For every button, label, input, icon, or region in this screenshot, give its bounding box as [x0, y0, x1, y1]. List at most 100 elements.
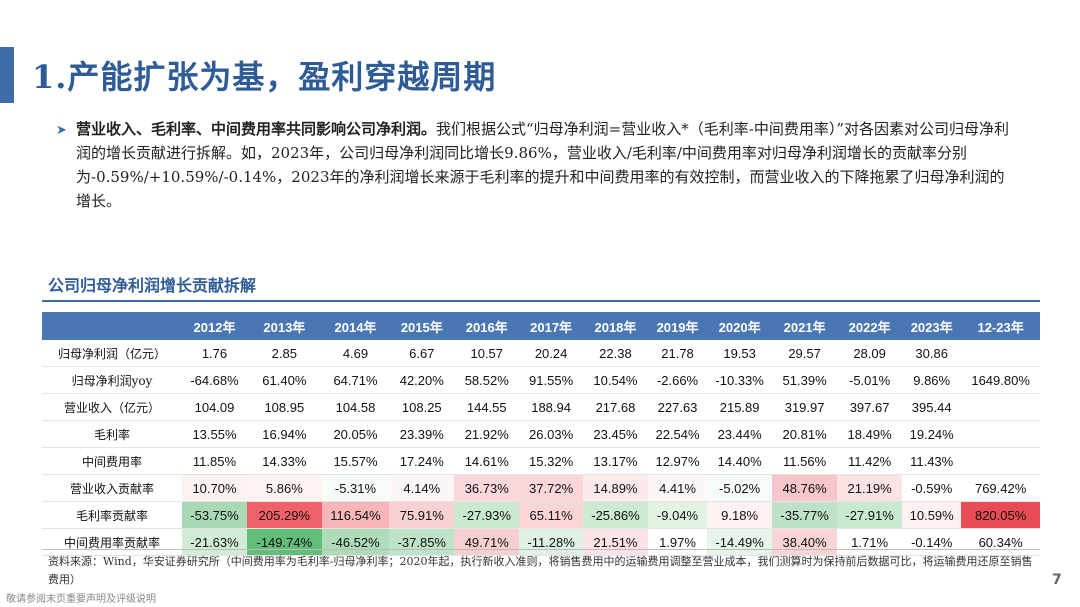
table-cell: -37.85% [389, 528, 455, 556]
table-cell: 21.51% [582, 528, 648, 556]
table-cell: 6.67 [409, 345, 435, 361]
table-cell: 11.56% [783, 453, 827, 469]
table-cell: 15.57% [333, 453, 378, 469]
footer-divider [42, 549, 1040, 550]
table-cell: 29.57 [788, 345, 821, 361]
column-header: 2022年 [837, 312, 903, 340]
table-cell: 1.97% [647, 528, 708, 556]
table-cell: 12.97% [655, 453, 700, 469]
table-cell: 91.55% [529, 372, 574, 388]
row-label: 中间费用率 [81, 454, 142, 469]
table-cell: 5.86% [246, 474, 322, 502]
table-cell: 395.44 [911, 399, 952, 415]
table-cell: -11.28% [519, 528, 583, 556]
table-title: 公司归母净利润增长贡献拆解 [48, 276, 257, 295]
table-cell: 23.45% [593, 426, 638, 442]
table-cell: 13.55% [192, 426, 237, 442]
table-cell: -5.02% [707, 474, 773, 502]
table-cell: -2.66% [656, 372, 699, 388]
table-body: 归母净利润（亿元） 1.76 2.85 4.69 6.67 10.57 20.24 22.38… [42, 340, 1040, 556]
table-cell: 64.71% [333, 372, 378, 388]
column-header: 2023年 [902, 312, 962, 340]
column-header: 2015年 [389, 312, 455, 340]
table-cell: 19.53 [723, 345, 756, 361]
summary-bold: 营业收入、毛利率、中间费用率共同影响公司净利润。 [76, 120, 437, 138]
table-cell: 16.94% [262, 426, 307, 442]
table-cell: 9.18% [707, 501, 773, 529]
column-header: 2021年 [772, 312, 838, 340]
table-cell: 10.54% [593, 372, 638, 388]
table-cell: 22.54% [655, 426, 700, 442]
table-cell: -5.31% [321, 474, 390, 502]
disclaimer: 敬请参阅末页重要声明及评级说明 [6, 594, 156, 605]
column-header: 2020年 [707, 312, 773, 340]
table-cell: -27.93% [454, 501, 520, 529]
table-cell: 116.54% [321, 501, 390, 529]
table-cell: 20.24 [534, 345, 568, 361]
table-cell: 65.11% [519, 501, 583, 529]
table-cell: -5.01% [848, 372, 891, 388]
table-cell: 58.52% [464, 372, 509, 388]
column-header: 2014年 [321, 312, 390, 340]
column-header: 2019年 [647, 312, 708, 340]
table-cell: 23.39% [399, 426, 444, 442]
table-cell: 14.40% [717, 453, 762, 469]
table-cell: 1649.80% [971, 372, 1030, 388]
table-cell: 14.61% [464, 453, 509, 469]
table-cell: 15.32% [529, 453, 574, 469]
table-cell [961, 340, 1040, 367]
table-cell: 108.95 [264, 399, 305, 415]
row-label: 毛利率贡献率 [75, 508, 148, 523]
table-cell: 14.33% [262, 453, 307, 469]
column-header: 2017年 [519, 312, 583, 340]
table-cell: 21.19% [837, 474, 903, 502]
table-cell [961, 421, 1040, 448]
table-cell: -64.68% [190, 372, 239, 388]
column-header: 2013年 [246, 312, 322, 340]
table-cell: 9.86% [913, 372, 951, 388]
table-title-underline [42, 300, 1040, 302]
table-cell: 2.85 [271, 345, 297, 361]
table-cell: -14.49% [707, 528, 773, 556]
column-header: 2016年 [454, 312, 520, 340]
table-cell: 23.44% [717, 426, 762, 442]
table-cell: -0.59% [902, 474, 962, 502]
table-cell: -25.86% [582, 501, 648, 529]
table-cell: 28.09 [853, 345, 886, 361]
table-cell: 820.05% [961, 501, 1040, 529]
table-cell: 14.89% [582, 474, 648, 502]
table-cell: 13.17% [593, 453, 638, 469]
table-cell: 49.71% [454, 528, 520, 556]
table-row: 归母净利润（亿元） 1.76 2.85 4.69 6.67 10.57 20.24 22.38… [42, 340, 1040, 367]
table-cell: 205.29% [246, 501, 322, 529]
arrow-bullet-icon: ➤ [56, 123, 67, 138]
column-header: 2012年 [182, 312, 247, 340]
table-cell: 11.42% [848, 453, 892, 469]
table-cell: -21.63% [182, 528, 247, 556]
table-cell: -53.75% [182, 501, 247, 529]
table-row: 毛利率 13.55% 16.94% 20.05% 23.39% 21.92% 26.03% 2… [42, 421, 1040, 448]
table-row: 营业收入贡献率 10.70% 5.86% -5.31% 4.14% 36.73% 37.72… [42, 474, 1040, 502]
table-cell: 51.39% [782, 372, 827, 388]
row-label: 归母净利润（亿元） [57, 346, 166, 361]
summary-bullet: ➤ 营业收入、毛利率、中间费用率共同影响公司净利润。我们根据公式“归母净利润=营… [56, 117, 1016, 213]
table-header-row: 2012年 2013年 2014年 2015年 2016年 2017年 2018年 2019年… [42, 312, 1040, 340]
table-cell: 144.55 [466, 399, 507, 415]
table-row: 中间费用率贡献率 -21.63% -149.74% -46.52% -37.85% 49.… [42, 528, 1040, 556]
table-cell: 108.25 [401, 399, 442, 415]
table-cell: 11.43% [910, 453, 954, 469]
table-cell: 215.89 [719, 399, 760, 415]
table-cell: 4.14% [389, 474, 455, 502]
title-accent-bar [0, 47, 14, 103]
table-cell: 10.70% [182, 474, 247, 502]
page-title: 1.产能扩张为基，盈利穿越周期 [32, 58, 497, 96]
table-cell: 10.59% [902, 501, 962, 529]
source-note: 资料来源：Wind，华安证券研究所（中间费用率为毛利率-归母净利率；2020年起… [48, 555, 1033, 586]
row-label: 营业收入（亿元） [63, 400, 160, 415]
table-row: 中间费用率 11.85% 14.33% 15.57% 17.24% 14.61% 15.32… [42, 448, 1040, 475]
table-cell: 227.63 [657, 399, 698, 415]
summary-body: 我们根据公式“归母净利润=营业收入*（毛利率-中间费用率）”对各因素对公司归母净… [76, 120, 1009, 210]
table-cell: 21.78 [661, 345, 694, 361]
row-label: 归母净利润yoy [71, 373, 153, 388]
table-cell: 319.97 [784, 399, 825, 415]
